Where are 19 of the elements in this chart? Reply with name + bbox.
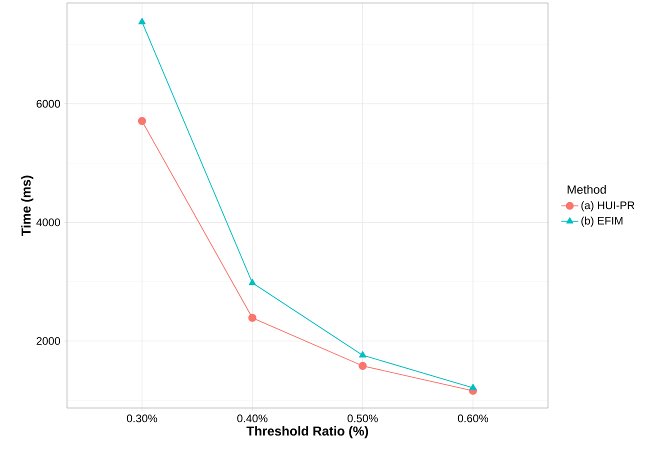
legend-label: (a) HUI-PR (581, 201, 634, 212)
y-tick-label: 6000 (36, 100, 60, 108)
y-tick-label: 4000 (36, 218, 60, 226)
point (359, 351, 366, 358)
y-tick-label: 2000 (36, 337, 60, 345)
x-tick-label: 0.50% (348, 414, 378, 422)
x-tick-label: 0.60% (458, 414, 488, 422)
y-axis-title: Time (ms) (21, 176, 34, 236)
point (248, 278, 256, 286)
legend-label: (b) EFIM (581, 216, 622, 227)
x-tick-label: 0.30% (126, 414, 158, 422)
point (138, 18, 146, 24)
x-tick-label: 0.40% (237, 414, 268, 422)
point (248, 314, 256, 322)
point (138, 116, 146, 126)
legend-title: Method (568, 185, 606, 194)
x-axis-title: Threshold Ratio (%) (246, 426, 368, 438)
point (469, 384, 477, 390)
point (358, 362, 367, 370)
